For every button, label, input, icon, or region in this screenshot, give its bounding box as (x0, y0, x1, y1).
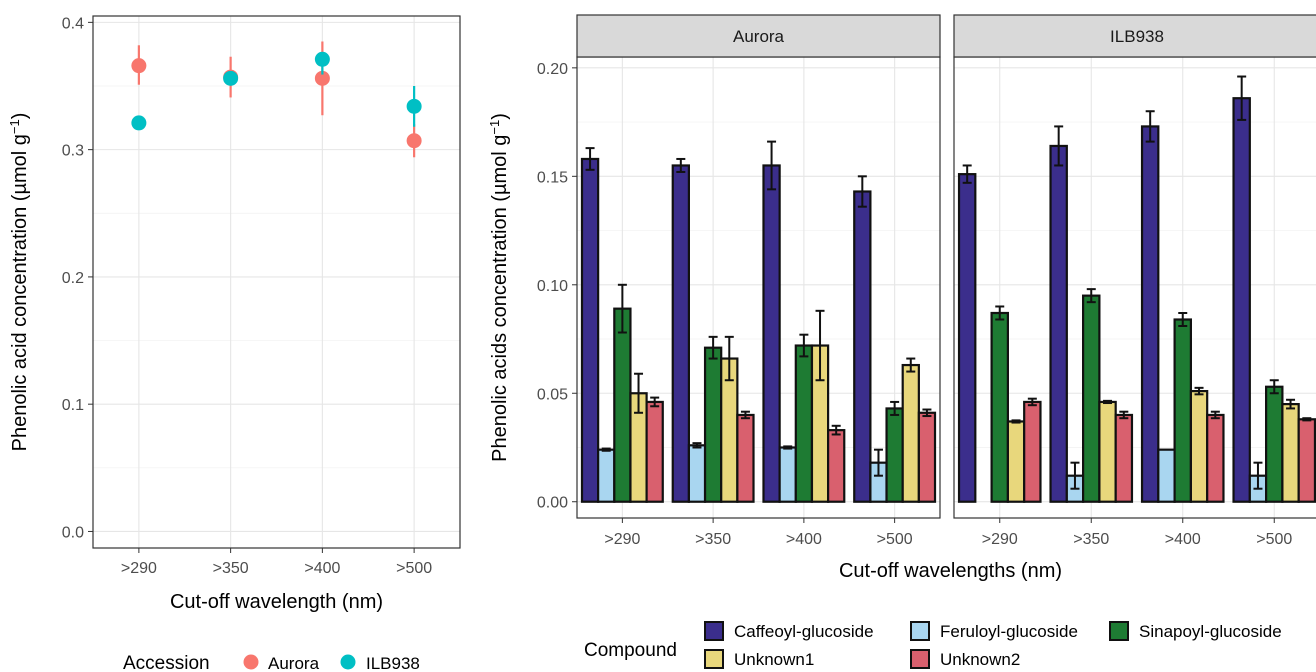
panel-a-y-tick-label: 0.0 (62, 524, 84, 541)
facet-ilb938-bar-sinapoyl-glucoside (1173, 318, 1192, 503)
panel-a-point-aurora (131, 58, 147, 74)
panel-a-y-tick-label: 0.1 (62, 397, 84, 414)
facet-ilb938-bar-unknown1 (1281, 403, 1300, 503)
facet-ilb938-bar-unknown1 (1006, 420, 1026, 503)
facet-ilb938-bar-unknown2 (1023, 400, 1042, 503)
facet-aurora-bar-caffeoyl-glucoside (853, 190, 872, 503)
panel-b-y-tick-label: 0.15 (537, 169, 568, 186)
panel-a-x-axis-title: Cut-off wavelength (nm) (170, 591, 383, 613)
facet-ilb938-x-tick-label: >290 (982, 531, 1018, 548)
panel-b-y-tick-label: 0.10 (537, 278, 568, 295)
panel-b-legend-label-caffeoyl-glucoside: Caffeoyl-glucoside (734, 622, 874, 641)
panel-a-border (92, 15, 461, 549)
panel-a-x-tick-label: >350 (213, 560, 249, 577)
panel-a-legend-label-aurora: Aurora (268, 654, 320, 672)
panel-a-y-axis-title: Phenolic acid concentration (µmol g−1) (7, 113, 31, 452)
panel-a-x-tick-label: >290 (121, 560, 157, 577)
panel-b-legend-key-sinapoyl-glucoside (1109, 621, 1129, 641)
facet-aurora-bar-caffeoyl-glucoside (762, 164, 781, 503)
facet-aurora-strip-label: Aurora (733, 27, 785, 46)
facet-ilb938-x-tick-label: >400 (1165, 531, 1201, 548)
panel-b-legend-label-sinapoyl-glucoside: Sinapoyl-glucoside (1139, 622, 1282, 641)
panel-a-legend-key-ilb938 (340, 654, 356, 670)
panel-a-x-tick-label: >500 (396, 560, 432, 577)
facet-aurora-x-tick-label: >500 (877, 531, 913, 548)
panel-a-y-tick-label: 0.4 (62, 15, 84, 32)
panel-b-legend-key-caffeoyl-glucoside (704, 621, 724, 641)
panel-a-point-aurora (314, 70, 330, 86)
facet-aurora-bar-unknown2 (645, 400, 664, 503)
panel-a-legend-key-aurora (243, 654, 259, 670)
facet-aurora-bar-unknown2 (736, 413, 755, 503)
panel-b-legend-key-feruloyl-glucoside (910, 621, 930, 641)
facet-ilb938-bar-sinapoyl-glucoside (990, 311, 1009, 503)
facet-ilb938-bar-caffeoyl-glucoside (1232, 97, 1251, 503)
panel-a-y-tick-label: 0.2 (62, 270, 84, 287)
facet-ilb938-bar-unknown1 (1098, 400, 1117, 503)
panel-a-point-aurora (406, 133, 422, 149)
facet-aurora-bar-feruloyl-glucoside (687, 444, 707, 503)
facet-aurora-bar-unknown2 (827, 429, 846, 503)
facet-aurora-bar-sinapoyl-glucoside (794, 344, 814, 503)
facet-ilb938-bar-unknown2 (1297, 418, 1316, 503)
facet-aurora-x-tick-label: >290 (604, 531, 640, 548)
facet-ilb938-bar-caffeoyl-glucoside (1049, 144, 1068, 503)
facet-ilb938-strip-label: ILB938 (1110, 27, 1164, 46)
panel-a-legend-label-ilb938: ILB938 (366, 654, 420, 672)
panel-a-point-ilb938 (406, 98, 422, 114)
facet-aurora-bar-caffeoyl-glucoside (580, 157, 600, 503)
panel-a-y-tick-label: 0.3 (62, 143, 84, 160)
panel-b-legend-label-unknown2: Unknown2 (940, 650, 1020, 669)
facet-aurora-bar-feruloyl-glucoside (597, 448, 616, 503)
facet-aurora-bar-feruloyl-glucoside (778, 446, 797, 503)
panel-b-y-tick-label: 0.20 (537, 61, 568, 78)
facet-ilb938-bar-unknown2 (1206, 413, 1225, 503)
facet-aurora-bar-sinapoyl-glucoside (613, 307, 632, 503)
facet-aurora-x-tick-label: >400 (786, 531, 822, 548)
panel-a-x-tick-label: >400 (304, 560, 340, 577)
facet-aurora-bar-unknown2 (917, 411, 937, 503)
panel-b-y-tick-label: 0.05 (537, 386, 568, 403)
facet-ilb938-x-tick-label: >350 (1073, 531, 1109, 548)
panel-a-point-ilb938 (131, 115, 147, 131)
facet-ilb938-bar-sinapoyl-glucoside (1265, 385, 1284, 503)
facet-ilb938-bar-sinapoyl-glucoside (1082, 294, 1101, 503)
panel-a-point-ilb938 (314, 51, 330, 67)
panel-a-point-ilb938 (223, 70, 239, 86)
facet-aurora-bar-unknown1 (901, 363, 920, 503)
panel-b-legend-label-feruloyl-glucoside: Feruloyl-glucoside (940, 622, 1078, 641)
panel-b-x-axis-title: Cut-off wavelengths (nm) (839, 560, 1062, 582)
panel-b-y-tick-label: 0.00 (537, 495, 568, 512)
facet-ilb938-bar-caffeoyl-glucoside (1140, 125, 1160, 503)
facet-ilb938-bar-caffeoyl-glucoside (957, 173, 977, 503)
panel-b-legend-key-unknown1 (704, 649, 724, 669)
panel-a-background (93, 16, 460, 548)
facet-ilb938-x-tick-label: >500 (1256, 531, 1292, 548)
facet-aurora-bar-sinapoyl-glucoside (703, 346, 723, 503)
panel-a-legend-title: Accession (123, 653, 210, 672)
facet-ilb938-bar-feruloyl-glucoside (1157, 448, 1176, 503)
facet-aurora-bar-sinapoyl-glucoside (885, 407, 904, 503)
facet-ilb938-strip (953, 14, 1316, 58)
panel-b-y-axis-title: Phenolic acids concentration (µmol g−1) (487, 113, 511, 462)
facet-aurora-x-tick-label: >350 (695, 531, 731, 548)
facet-aurora-bar-caffeoyl-glucoside (671, 164, 690, 503)
facet-ilb938-bar-unknown1 (1189, 389, 1209, 503)
panel-b-legend-title: Compound (584, 640, 677, 661)
facet-ilb938-bar-unknown2 (1114, 413, 1134, 503)
facet-aurora-strip (576, 14, 941, 58)
panel-b-legend-key-unknown2 (910, 649, 930, 669)
panel-b-legend-label-unknown1: Unknown1 (734, 650, 814, 669)
